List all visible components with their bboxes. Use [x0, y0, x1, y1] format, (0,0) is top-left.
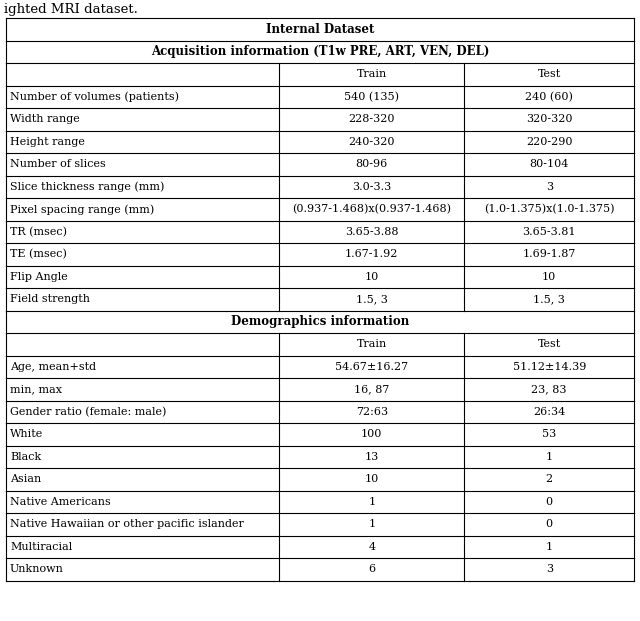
Text: 72:63: 72:63	[356, 407, 388, 417]
Text: 1: 1	[368, 497, 376, 507]
Text: TR (msec): TR (msec)	[10, 227, 67, 237]
Text: 80-104: 80-104	[529, 159, 569, 170]
Text: 23, 83: 23, 83	[531, 384, 567, 394]
Text: 220-290: 220-290	[526, 137, 572, 147]
Text: Flip Angle: Flip Angle	[10, 272, 68, 282]
Text: Acquisition information (T1w PRE, ART, VEN, DEL): Acquisition information (T1w PRE, ART, V…	[151, 45, 489, 58]
Text: Slice thickness range (mm): Slice thickness range (mm)	[10, 181, 164, 192]
Text: Gender ratio (female: male): Gender ratio (female: male)	[10, 407, 166, 417]
Text: 320-320: 320-320	[526, 114, 572, 124]
Text: 240 (60): 240 (60)	[525, 91, 573, 102]
Text: (0.937-1.468)x(0.937-1.468): (0.937-1.468)x(0.937-1.468)	[292, 204, 451, 214]
Text: Black: Black	[10, 451, 41, 462]
Text: 26:34: 26:34	[533, 407, 565, 417]
Text: (1.0-1.375)x(1.0-1.375): (1.0-1.375)x(1.0-1.375)	[484, 204, 614, 214]
Text: Demographics information: Demographics information	[231, 315, 409, 329]
Text: 10: 10	[365, 474, 379, 484]
Text: 1.5, 3: 1.5, 3	[356, 294, 388, 304]
Text: Number of volumes (patients): Number of volumes (patients)	[10, 91, 179, 102]
Text: 1: 1	[546, 451, 553, 462]
Text: Test: Test	[538, 339, 561, 349]
Text: Age, mean+std: Age, mean+std	[10, 362, 96, 372]
Text: 1.5, 3: 1.5, 3	[533, 294, 565, 304]
Text: 10: 10	[542, 272, 556, 282]
Text: 3.65-3.81: 3.65-3.81	[522, 227, 576, 237]
Text: 53: 53	[542, 429, 556, 439]
Text: 3: 3	[546, 564, 553, 574]
Text: 1: 1	[546, 542, 553, 551]
Text: 4: 4	[368, 542, 376, 551]
Text: Test: Test	[538, 70, 561, 79]
Text: Pixel spacing range (mm): Pixel spacing range (mm)	[10, 204, 154, 214]
Text: ighted MRI dataset.: ighted MRI dataset.	[4, 4, 138, 17]
Text: 1: 1	[368, 519, 376, 529]
Text: Asian: Asian	[10, 474, 41, 484]
Text: Width range: Width range	[10, 114, 80, 124]
Text: 2: 2	[546, 474, 553, 484]
Text: 3.0-3.3: 3.0-3.3	[352, 182, 392, 192]
Text: Native Hawaiian or other pacific islander: Native Hawaiian or other pacific islande…	[10, 519, 244, 529]
Text: White: White	[10, 429, 44, 439]
Text: 51.12±14.39: 51.12±14.39	[513, 362, 586, 372]
Text: 54.67±16.27: 54.67±16.27	[335, 362, 408, 372]
Text: 0: 0	[546, 519, 553, 529]
Text: TE (msec): TE (msec)	[10, 249, 67, 260]
Text: Multiracial: Multiracial	[10, 542, 72, 551]
Text: 240-320: 240-320	[349, 137, 395, 147]
Text: 0: 0	[546, 497, 553, 507]
Text: Train: Train	[356, 339, 387, 349]
Text: 3.65-3.88: 3.65-3.88	[345, 227, 399, 237]
Text: 228-320: 228-320	[349, 114, 395, 124]
Text: min, max: min, max	[10, 384, 62, 394]
Text: 6: 6	[368, 564, 376, 574]
Text: 1.67-1.92: 1.67-1.92	[345, 249, 399, 259]
Text: Height range: Height range	[10, 137, 85, 147]
Text: Unknown: Unknown	[10, 564, 64, 574]
Text: 13: 13	[365, 451, 379, 462]
Text: 80-96: 80-96	[356, 159, 388, 170]
Text: Field strength: Field strength	[10, 294, 90, 304]
Text: Train: Train	[356, 70, 387, 79]
Text: 16, 87: 16, 87	[354, 384, 390, 394]
Text: 100: 100	[361, 429, 383, 439]
Text: Number of slices: Number of slices	[10, 159, 106, 170]
Text: 3: 3	[546, 182, 553, 192]
Text: 1.69-1.87: 1.69-1.87	[522, 249, 576, 259]
Text: Internal Dataset: Internal Dataset	[266, 23, 374, 36]
Text: 10: 10	[365, 272, 379, 282]
Text: Native Americans: Native Americans	[10, 497, 111, 507]
Text: 540 (135): 540 (135)	[344, 91, 399, 102]
